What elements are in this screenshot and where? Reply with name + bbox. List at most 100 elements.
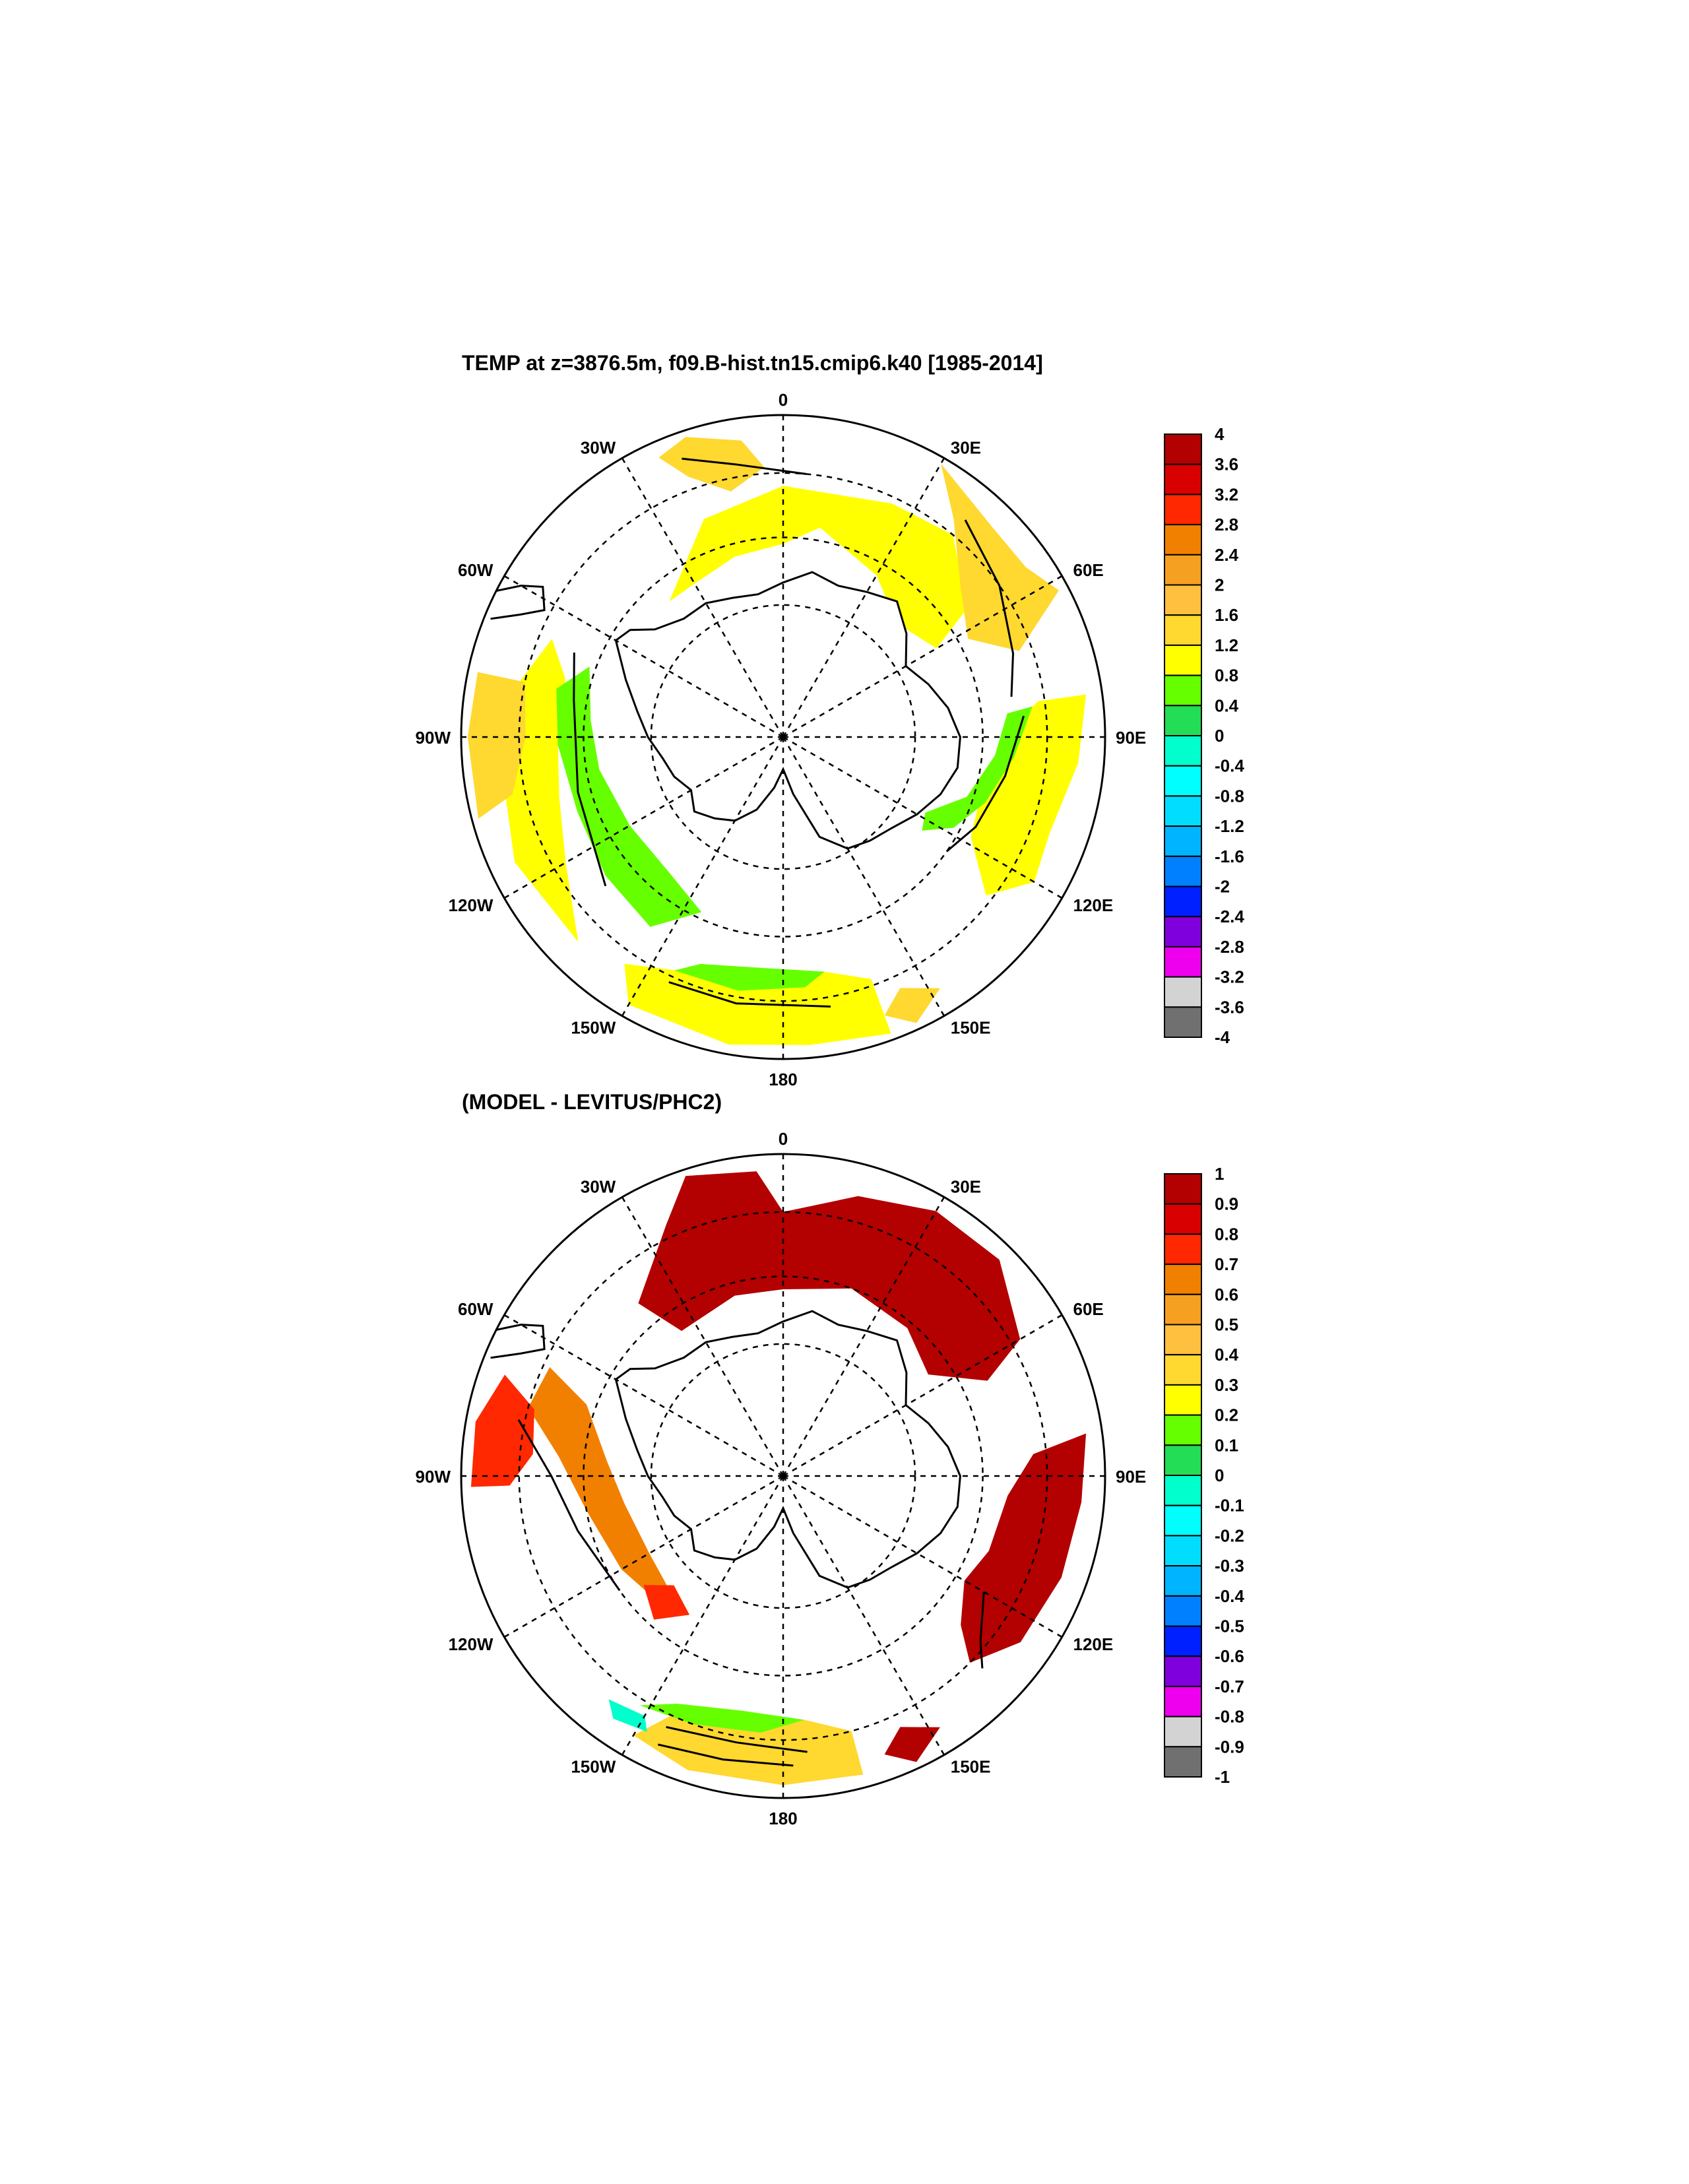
longitude-label: 30W — [581, 437, 616, 457]
colorbar-label: -0.8 — [1215, 1707, 1244, 1727]
colorbar-label: -2 — [1215, 877, 1230, 897]
colorbar-box — [1164, 463, 1202, 496]
colorbar-label: 3.6 — [1215, 455, 1238, 474]
region-indian-warm — [961, 1433, 1087, 1663]
colorbar-label: -0.4 — [1215, 756, 1244, 776]
region-atlantic-warm — [638, 1171, 1021, 1381]
colorbar-box — [1164, 705, 1202, 737]
longitude-label: 150W — [571, 1018, 616, 1038]
colorbar-label: -1 — [1215, 1767, 1230, 1787]
meridian-line — [782, 457, 945, 738]
meridian-line — [621, 1196, 784, 1477]
meridian-line — [782, 1475, 1063, 1638]
colorbar-box — [1164, 946, 1202, 978]
colorbar-label: 2 — [1215, 575, 1224, 595]
meridian-line — [503, 1314, 784, 1477]
region-atlantic-north — [658, 437, 765, 492]
map-fill-layer — [467, 437, 1087, 1045]
colorbar-box — [1164, 1173, 1202, 1205]
colorbar-label: 1.6 — [1215, 605, 1238, 625]
colorbar-box — [1164, 1293, 1202, 1326]
longitude-label: 60E — [1073, 1299, 1104, 1319]
colorbar-box — [1164, 1414, 1202, 1446]
colorbar-box — [1164, 1233, 1202, 1266]
colorbar-box — [1164, 1685, 1202, 1718]
longitude-label: 60E — [1073, 560, 1104, 580]
colorbar-label: 0.8 — [1215, 666, 1238, 686]
colorbar-label: 0.7 — [1215, 1254, 1238, 1274]
contour-line — [517, 1419, 621, 1591]
colorbar-label: 4 — [1215, 424, 1225, 444]
colorbar-box — [1164, 644, 1202, 676]
longitude-label: 90W — [416, 728, 451, 748]
meridian-line — [782, 736, 945, 1017]
longitude-label: 180 — [769, 1809, 797, 1828]
colorbar-box — [1164, 795, 1202, 827]
colorbar-box — [1164, 765, 1202, 797]
colorbar-label: 0.1 — [1215, 1435, 1238, 1455]
colorbar-box — [1164, 1203, 1202, 1235]
region-indian-west — [941, 463, 1059, 651]
colorbar-box — [1164, 1354, 1202, 1386]
contour-line — [573, 652, 607, 887]
colorbar-label: -0.3 — [1215, 1556, 1244, 1576]
longitude-label: 180 — [769, 1070, 797, 1089]
meridian-line — [621, 457, 784, 738]
region-tasman — [884, 988, 940, 1023]
map-fill-layer — [470, 1171, 1087, 1785]
colorbar-box — [1164, 1384, 1202, 1416]
colorbar-box — [1164, 1006, 1202, 1039]
region-pacific-red — [470, 1374, 534, 1487]
colorbar-box — [1164, 674, 1202, 707]
longitude-label: 120E — [1073, 1634, 1114, 1654]
colorbar-label: 0.5 — [1215, 1315, 1238, 1335]
colorbar-box — [1164, 1655, 1202, 1687]
colorbar-label: -0.6 — [1215, 1646, 1244, 1666]
colorbar-label: -3.2 — [1215, 967, 1244, 987]
colorbar-label: 0.8 — [1215, 1224, 1238, 1244]
colorbar-label: -1.2 — [1215, 816, 1244, 836]
south-america-coastline — [490, 585, 546, 620]
colorbar-box — [1164, 1444, 1202, 1477]
panel-1-map: 0 30E 60E 90E 120E 150E 180 150W 120W 90W 60W 30W 4 3… — [416, 390, 1245, 1089]
south-america-coastline — [490, 1324, 546, 1359]
longitude-label: 120W — [449, 895, 494, 915]
panel-2-map: 0 30E 60E 90E 120E 150E 180 150W 120W 90W 60W 30W 1 0… — [416, 1129, 1245, 1828]
meridian-line — [782, 736, 1063, 899]
colorbar-box — [1164, 1535, 1202, 1567]
colorbar-box — [1164, 735, 1202, 767]
colorbar-box — [1164, 1746, 1202, 1778]
longitude-label: 0 — [779, 1129, 788, 1149]
colorbar-label: -0.5 — [1215, 1617, 1244, 1636]
colorbar-box — [1164, 494, 1202, 526]
colorbar-label: -2.8 — [1215, 937, 1244, 957]
map-boundary — [460, 414, 1106, 1060]
colorbar-label: 0.9 — [1215, 1194, 1238, 1214]
colorbar: 4 3.6 3.2 2.8 2.4 2 1.6 1.2 0.8 0.4 0 -0.4 -0.8 -1.2 -… — [1164, 424, 1244, 1047]
meridian-line — [782, 1314, 1063, 1477]
latitude-circle — [650, 604, 916, 870]
colorbar-box — [1164, 1264, 1202, 1295]
longitude-label: 60W — [458, 560, 494, 580]
colorbar-box — [1164, 1475, 1202, 1506]
colorbar-box — [1164, 1595, 1202, 1627]
region-pacific-red-2 — [643, 1585, 690, 1620]
longitude-label: 30W — [581, 1176, 616, 1196]
region-pacific-far-east — [467, 672, 526, 819]
colorbar-label: -0.9 — [1215, 1737, 1244, 1756]
colorbar-label: -0.2 — [1215, 1526, 1244, 1545]
longitude-label: 90E — [1116, 1467, 1146, 1487]
region-pacific-green — [674, 963, 825, 991]
longitude-label: 150E — [951, 1018, 991, 1038]
colorbar-box — [1164, 1504, 1202, 1537]
meridian-line — [782, 575, 1063, 738]
longitude-label: 150W — [571, 1757, 616, 1777]
region-pacific-orange — [528, 1367, 670, 1612]
colorbar-label: -4 — [1215, 1027, 1230, 1047]
latitude-circle — [650, 1343, 916, 1609]
colorbar-label: 1.2 — [1215, 635, 1238, 655]
colorbar-label: 2.4 — [1215, 545, 1239, 565]
colorbar-box — [1164, 825, 1202, 857]
colorbar-label: -0.7 — [1215, 1677, 1244, 1696]
